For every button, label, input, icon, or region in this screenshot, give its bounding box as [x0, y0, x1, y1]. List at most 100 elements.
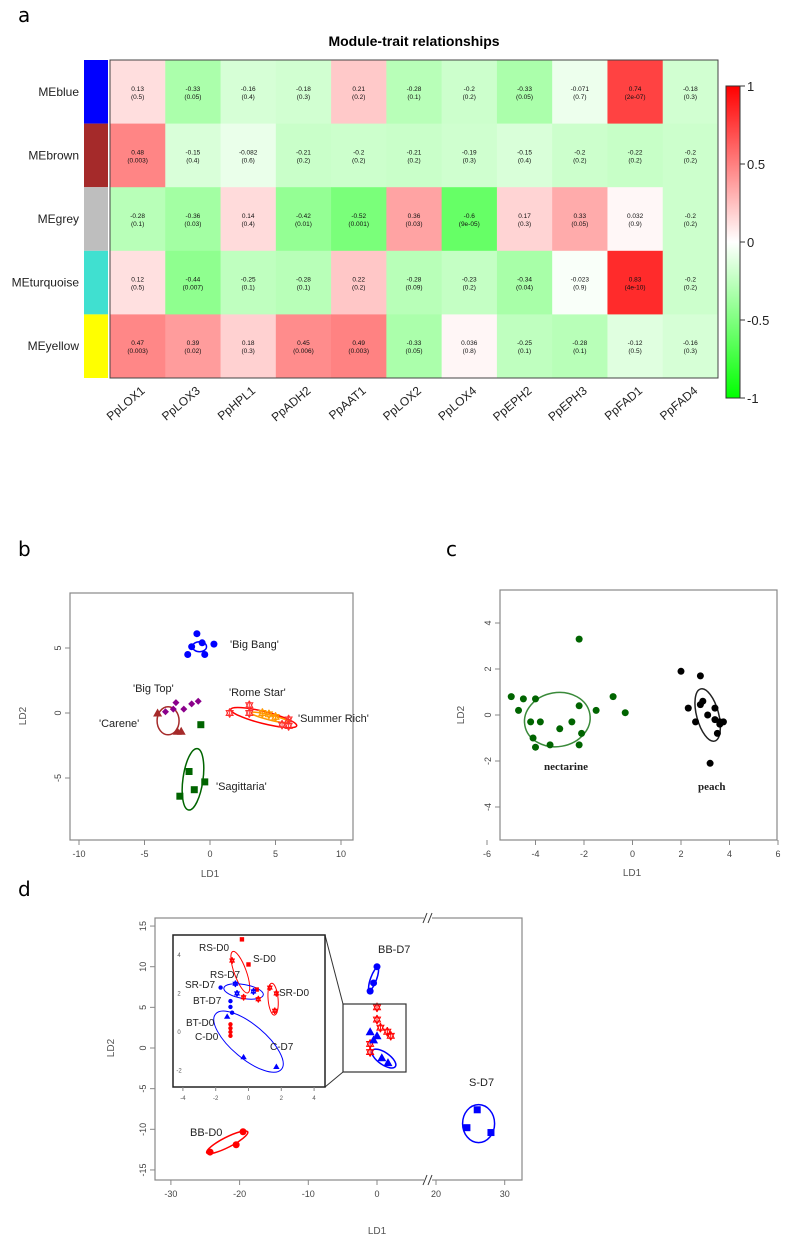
cell-correlation: -0.16: [683, 340, 698, 347]
heatmap-cell: [110, 123, 166, 188]
cell-correlation: -0.22: [628, 149, 643, 156]
cell-pvalue: (0.3): [518, 221, 531, 228]
cell-pvalue: (0.7): [573, 94, 586, 101]
heatmap-cell: [275, 187, 332, 252]
cell-correlation: -0.19: [462, 149, 477, 156]
inset-y-tick-label: 2: [177, 991, 181, 997]
data-point: [366, 987, 374, 995]
confidence-ellipse: [461, 1103, 496, 1144]
inset-series-label: BT-D0: [186, 1018, 215, 1029]
cell-correlation: -0.33: [407, 340, 422, 347]
data-point: [161, 708, 169, 716]
column-label: PpEPH3: [545, 383, 590, 424]
confidence-ellipse: [371, 1048, 397, 1069]
data-point: [176, 726, 186, 735]
cell-pvalue: (0.2): [297, 157, 310, 164]
x-tick-label: -5: [140, 849, 148, 859]
cell-correlation: -0.33: [517, 86, 532, 93]
data-point: [532, 743, 539, 751]
inset-data-point: [228, 1029, 233, 1035]
column-label: PpLOX2: [380, 383, 424, 423]
cell-pvalue: (9e-05): [459, 221, 480, 228]
data-point: [575, 702, 583, 710]
y-axis-label: LD2: [456, 705, 467, 724]
y-tick-label: -5: [138, 1085, 148, 1093]
inset-x-tick-label: -2: [213, 1096, 219, 1102]
cell-correlation: 0.17: [518, 213, 531, 220]
heatmap-frame: [109, 59, 719, 379]
inset-y-tick-label: 0: [177, 1030, 181, 1036]
cell-pvalue: (0.3): [463, 157, 476, 164]
cell-correlation: 0.39: [187, 340, 200, 347]
cell-pvalue: (0.5): [131, 94, 144, 101]
data-point: [556, 725, 564, 733]
cell-pvalue: (0.01): [295, 221, 312, 228]
inset-data-point: [254, 987, 259, 992]
cell-correlation: -0.16: [241, 86, 256, 93]
data-point: [692, 718, 700, 726]
heatmap-cell: [496, 250, 553, 315]
data-point: [197, 721, 205, 729]
data-point: [382, 1027, 392, 1037]
cell-correlation: -0.28: [296, 277, 311, 284]
y-tick-label: 5: [138, 1005, 148, 1010]
inset-series-label: RS-D0: [199, 943, 229, 954]
data-point: [370, 979, 378, 987]
inset-x-tick-label: 0: [247, 1096, 251, 1102]
data-point: [176, 792, 184, 800]
data-point: [365, 1039, 375, 1049]
row-color-swatch: [84, 250, 108, 315]
cell-correlation: 0.47: [131, 340, 144, 347]
cell-correlation: -0.15: [185, 149, 200, 156]
column-label: PpEPH2: [490, 383, 535, 424]
cell-pvalue: (0.1): [241, 285, 254, 292]
data-point: [190, 786, 198, 794]
inset-data-point: [240, 1053, 247, 1060]
cell-pvalue: (0.2): [352, 94, 365, 101]
x-tick-label: 2: [678, 849, 683, 859]
cell-pvalue: (0.3): [241, 348, 254, 355]
cell-pvalue: (0.6): [241, 157, 254, 164]
data-point: [372, 1031, 382, 1040]
panel-label-d: d: [18, 877, 31, 901]
data-point: [711, 704, 719, 712]
heatmap-cell: [331, 250, 387, 315]
x-tick-label: 0: [207, 849, 212, 859]
cell-pvalue: (0.1): [573, 348, 586, 355]
heatmap-cell: [607, 314, 664, 379]
cell-correlation: -0.2: [574, 149, 586, 156]
data-point: [180, 705, 188, 713]
cell-correlation: 0.22: [352, 277, 365, 284]
y-tick-label: -10: [138, 1123, 148, 1136]
cell-correlation: -0.28: [130, 213, 145, 220]
y-tick-label: 10: [138, 962, 148, 972]
cell-pvalue: (0.5): [628, 348, 641, 355]
data-point: [386, 1031, 396, 1041]
confidence-ellipse: [156, 706, 180, 736]
cell-pvalue: (0.5): [131, 285, 144, 292]
heatmap-cell: [662, 60, 719, 125]
row-label: MEyellow: [28, 339, 80, 353]
data-point: [575, 635, 583, 643]
inset-data-point: [232, 980, 239, 988]
inset-data-point: [228, 1025, 233, 1031]
heatmap-cell: [496, 187, 553, 252]
heatmap-cell: [496, 314, 553, 379]
heatmap-cell: [386, 250, 443, 315]
cell-correlation: -0.2: [685, 277, 697, 284]
data-point: [264, 709, 274, 720]
data-point: [527, 718, 535, 726]
data-point: [383, 1058, 393, 1067]
x-tick-label: -6: [483, 849, 491, 859]
series-label: 'Sagittaria': [216, 781, 267, 793]
inset-data-point: [223, 1013, 231, 1019]
y-tick-label: -15: [138, 1163, 148, 1176]
inset-series-label: S-D0: [253, 954, 276, 965]
data-point: [376, 1022, 385, 1033]
x-tick-label: -4: [531, 849, 539, 859]
data-point: [194, 697, 202, 705]
data-point: [258, 708, 267, 718]
data-point: [473, 1106, 481, 1114]
panel-label-a: a: [18, 3, 30, 27]
data-point: [377, 1053, 387, 1062]
